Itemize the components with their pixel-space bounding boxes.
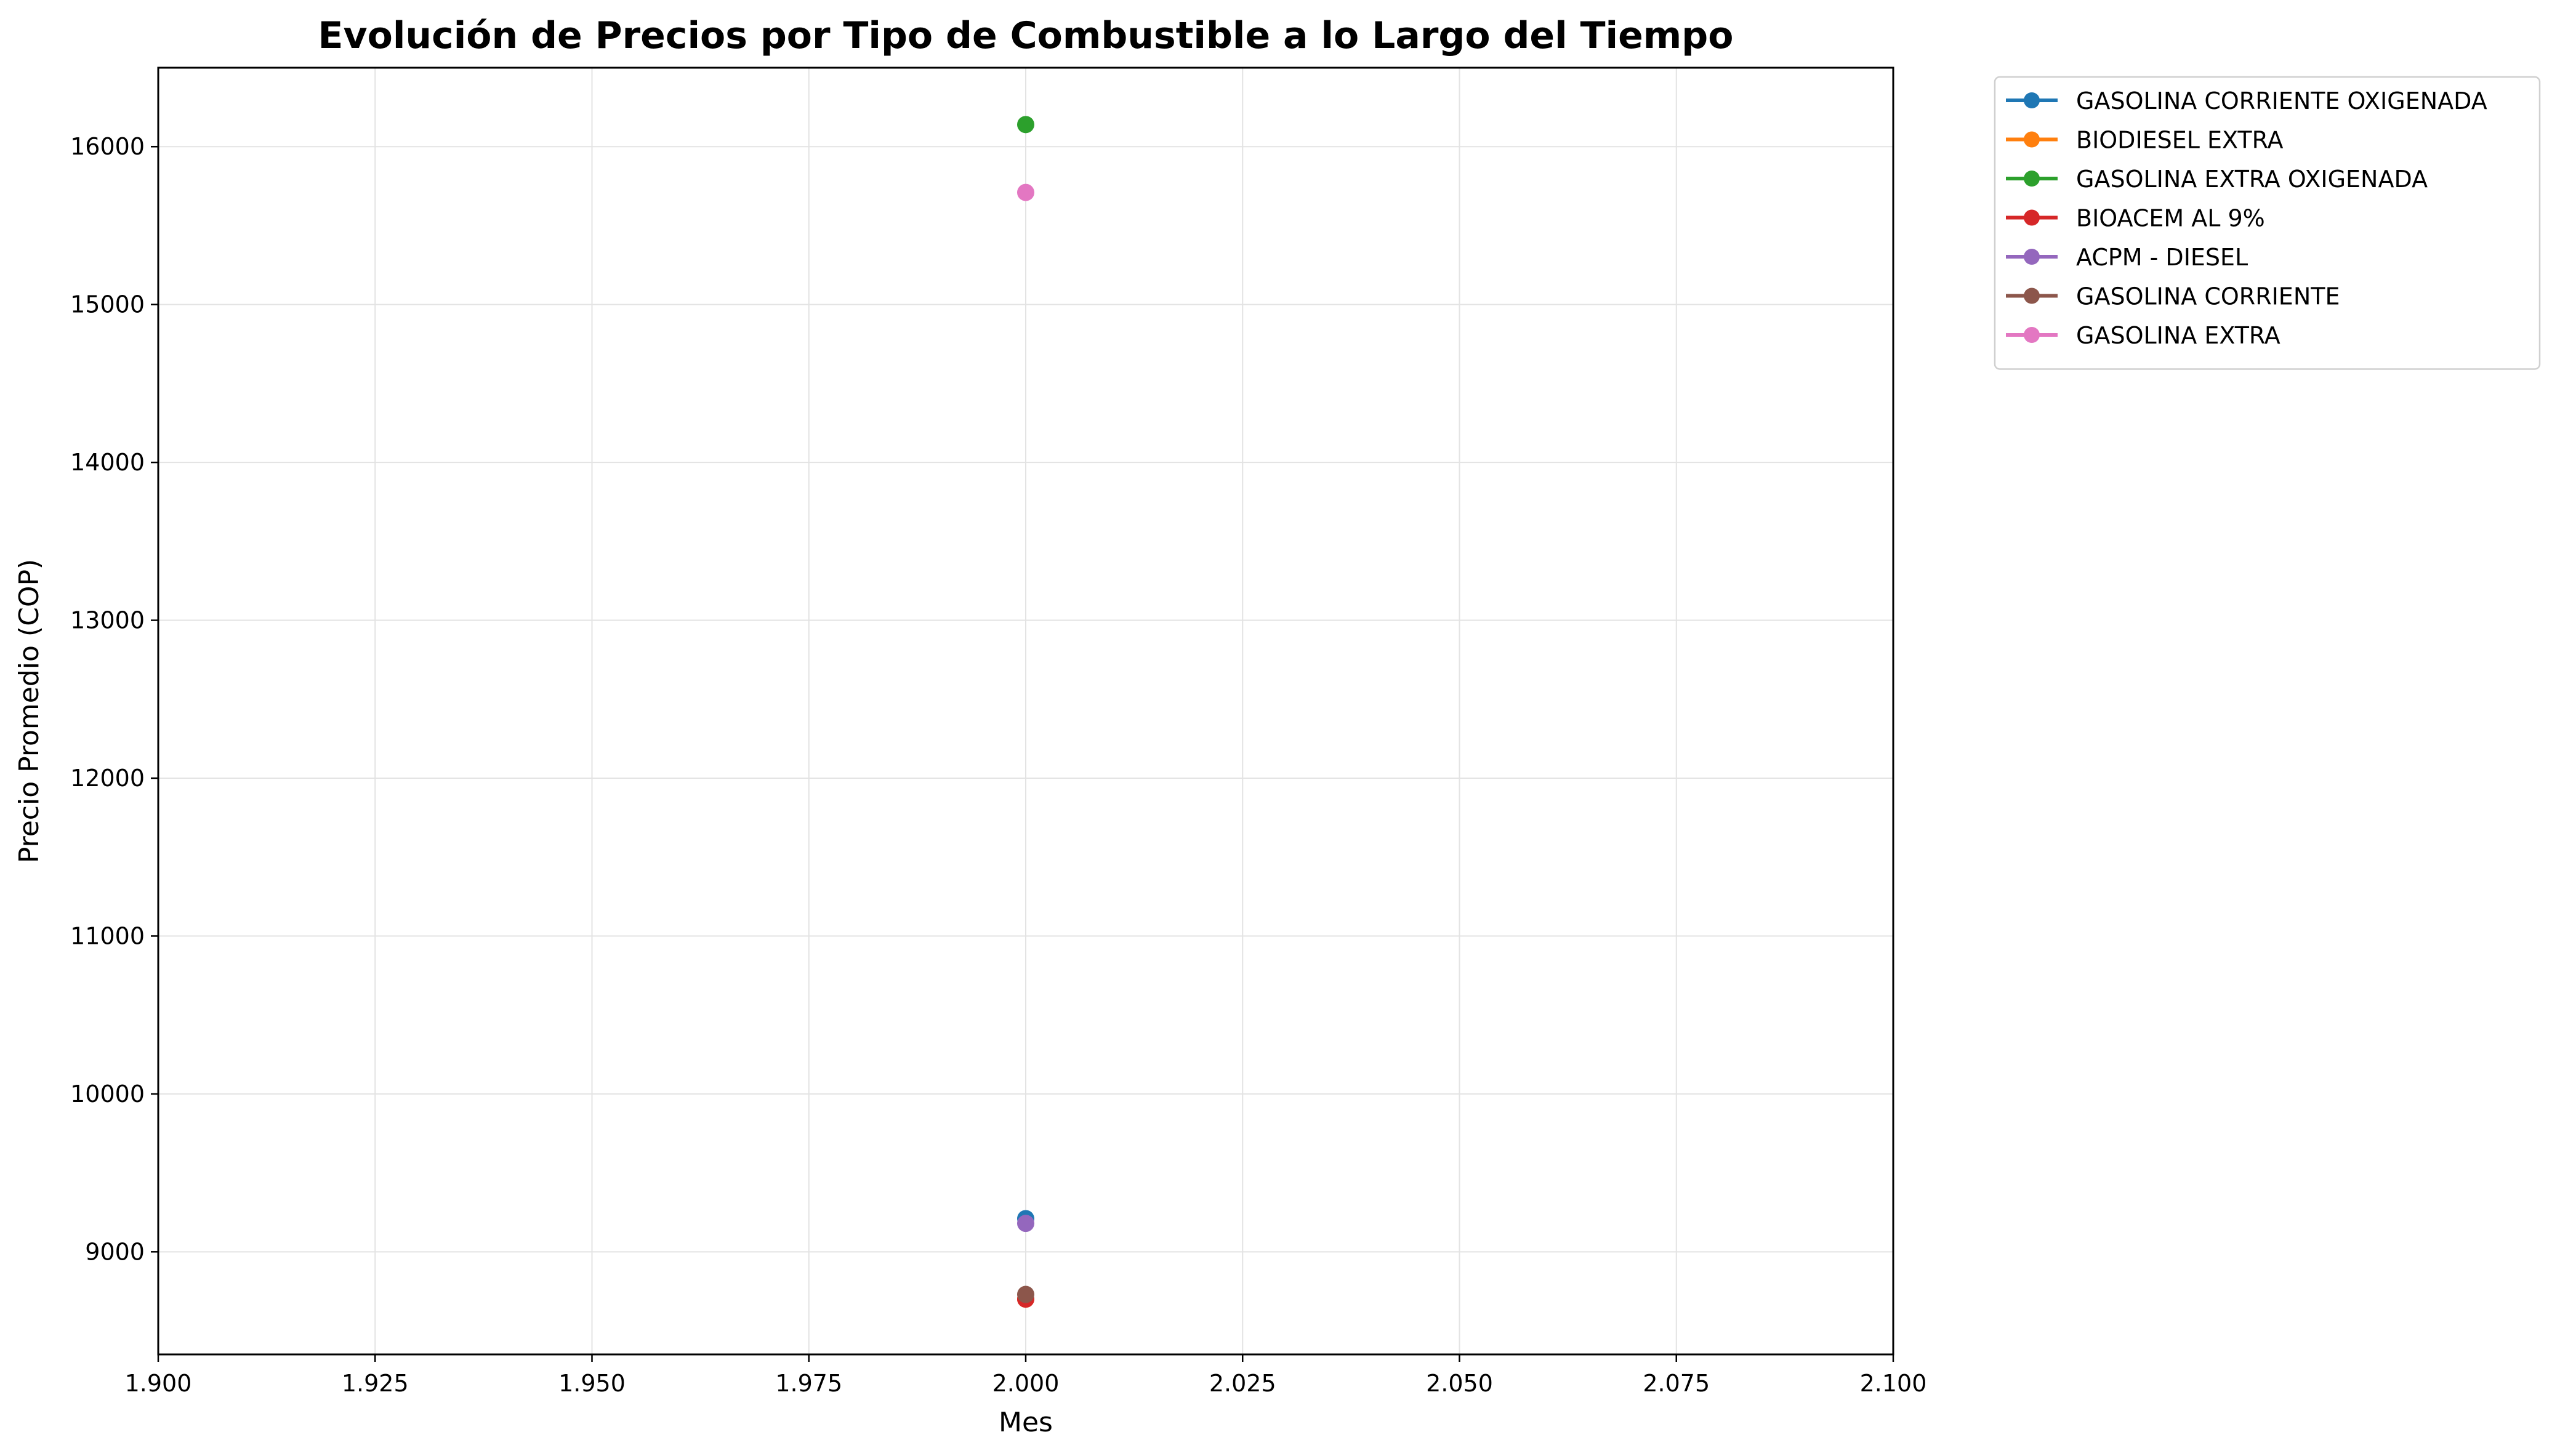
legend-item: ACPM - DIESEL — [2006, 244, 2248, 271]
legend-marker — [2024, 288, 2040, 304]
legend-item: BIOACEM AL 9% — [2006, 205, 2265, 232]
series-6 — [1017, 183, 1034, 201]
x-tick-label: 2.000 — [992, 1370, 1060, 1397]
y-tick-label: 11000 — [70, 922, 145, 949]
y-tick-label: 15000 — [70, 291, 145, 318]
legend-item: GASOLINA CORRIENTE OXIGENADA — [2006, 87, 2487, 115]
legend-item: BIODIESEL EXTRA — [2006, 127, 2284, 154]
x-tick-label: 1.975 — [775, 1370, 842, 1397]
legend-marker — [2024, 171, 2040, 187]
legend-item: GASOLINA EXTRA — [2006, 322, 2280, 349]
legend-marker — [2024, 249, 2040, 265]
x-tick-label: 2.050 — [1426, 1370, 1493, 1397]
legend-item: GASOLINA CORRIENTE — [2006, 283, 2340, 310]
legend-label: BIODIESEL EXTRA — [2076, 127, 2284, 154]
legend-marker — [2024, 327, 2040, 343]
x-tick-label: 1.950 — [558, 1370, 626, 1397]
legend-frame — [1994, 76, 2541, 370]
series-5 — [1017, 1285, 1034, 1303]
legend: GASOLINA CORRIENTE OXIGENADA BIODIESEL EX… — [1994, 76, 2541, 370]
legend-label: GASOLINA EXTRA — [2076, 322, 2280, 349]
legend-label: BIOACEM AL 9% — [2076, 205, 2265, 232]
legend-label: GASOLINA CORRIENTE OXIGENADA — [2076, 87, 2487, 115]
y-tick-label: 10000 — [70, 1080, 145, 1108]
x-tick-label: 2.025 — [1209, 1370, 1276, 1397]
legend-label: GASOLINA CORRIENTE — [2076, 283, 2340, 310]
y-tick-label: 14000 — [70, 449, 145, 476]
x-tick-label: 1.900 — [125, 1370, 192, 1397]
y-axis-ticks: 9000 10000 11000 12000 13000 14000 15000 16000 — [70, 133, 158, 1265]
plot-marks — [1017, 116, 1034, 1308]
y-tick-label: 12000 — [70, 765, 145, 792]
data-point — [1017, 1285, 1034, 1303]
data-point — [1017, 183, 1034, 201]
x-axis-label: Mes — [999, 1407, 1053, 1438]
series-4 — [1017, 1215, 1034, 1233]
legend-marker — [2024, 131, 2040, 148]
y-tick-label: 13000 — [70, 607, 145, 634]
legend-marker — [2024, 92, 2040, 108]
data-point — [1017, 1215, 1034, 1233]
legend-item: GASOLINA EXTRA OXIGENADA — [2006, 166, 2428, 193]
data-point — [1017, 116, 1034, 134]
chart-title: Evolución de Precios por Tipo de Combust… — [318, 14, 1734, 57]
legend-label: GASOLINA EXTRA OXIGENADA — [2076, 166, 2428, 193]
x-tick-label: 2.100 — [1860, 1370, 1927, 1397]
legend-label: ACPM - DIESEL — [2076, 244, 2248, 271]
series-2 — [1017, 116, 1034, 134]
y-tick-label: 9000 — [85, 1238, 145, 1265]
x-axis-ticks: 1.900 1.925 1.950 1.975 2.000 2.025 2.050 2.075… — [125, 1354, 1927, 1397]
x-tick-label: 1.925 — [342, 1370, 409, 1397]
y-axis-label: Precio Promedio (COP) — [14, 559, 45, 863]
legend-marker — [2024, 209, 2040, 226]
x-tick-label: 2.075 — [1643, 1370, 1710, 1397]
y-tick-label: 16000 — [70, 133, 145, 160]
